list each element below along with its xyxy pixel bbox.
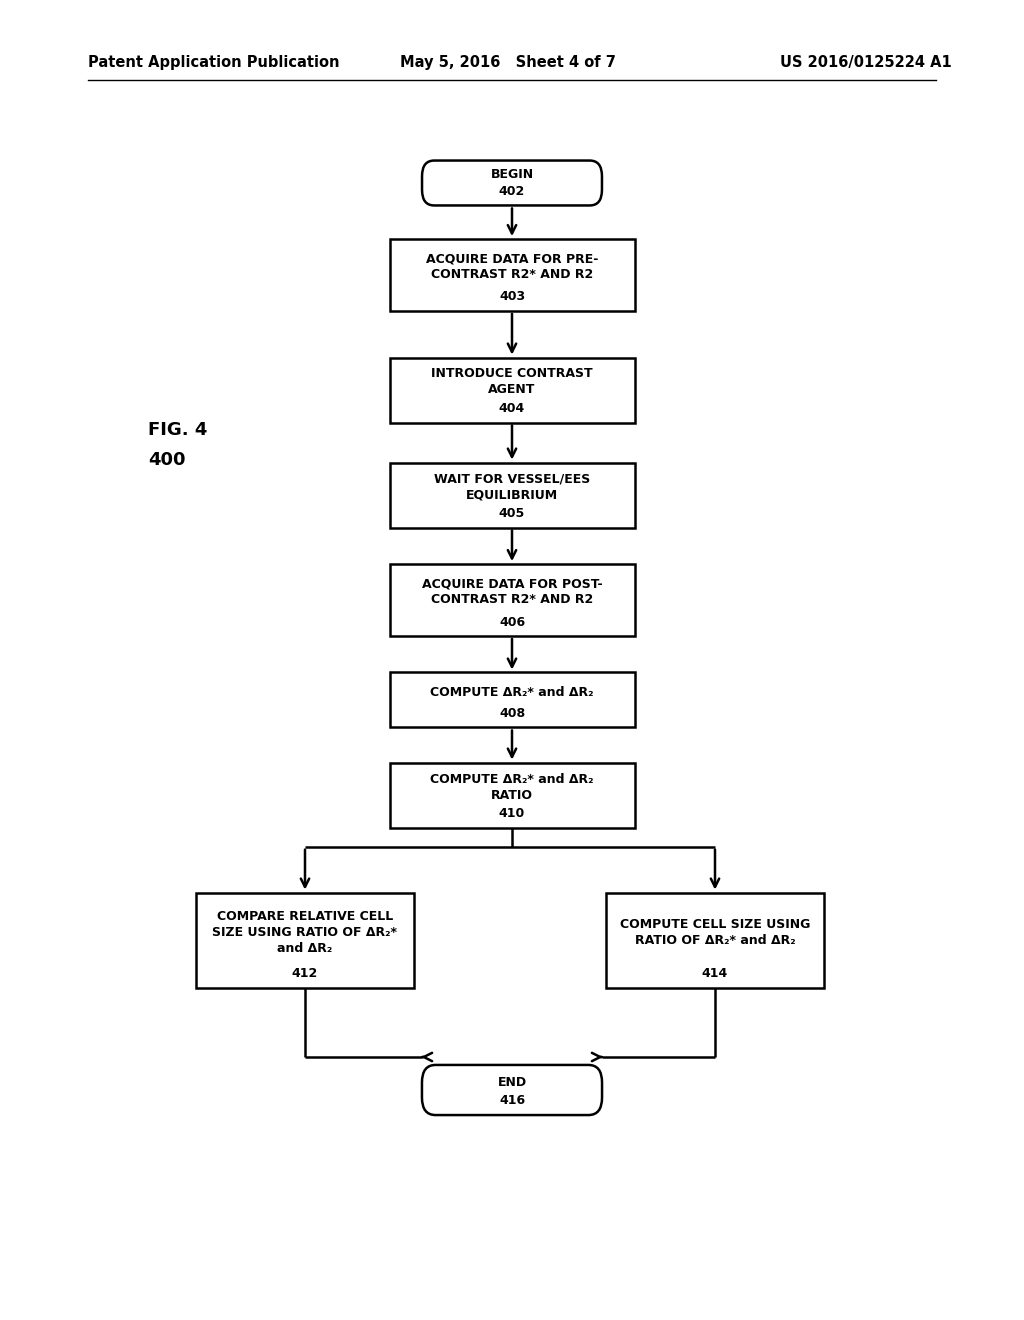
Bar [606, 892, 824, 987]
FancyBboxPatch shape [422, 1065, 602, 1115]
Text: END: END [498, 1076, 526, 1089]
Bar [389, 564, 635, 636]
Text: 408: 408 [499, 708, 525, 719]
Text: RATIO: RATIO [490, 788, 534, 801]
Text: BEGIN: BEGIN [490, 169, 534, 181]
FancyBboxPatch shape [422, 161, 602, 206]
Bar [196, 892, 414, 987]
Text: May 5, 2016   Sheet 4 of 7: May 5, 2016 Sheet 4 of 7 [400, 54, 615, 70]
Bar [389, 672, 635, 727]
Text: 410: 410 [499, 807, 525, 820]
Bar [389, 462, 635, 528]
Text: Patent Application Publication: Patent Application Publication [88, 54, 340, 70]
Text: RATIO OF ΔR₂* and ΔR₂: RATIO OF ΔR₂* and ΔR₂ [635, 933, 796, 946]
Text: ACQUIRE DATA FOR POST-: ACQUIRE DATA FOR POST- [422, 578, 602, 590]
Text: 406: 406 [499, 615, 525, 628]
Text: COMPUTE ΔR₂* and ΔR₂: COMPUTE ΔR₂* and ΔR₂ [430, 772, 594, 785]
Text: FIG. 4: FIG. 4 [148, 421, 208, 440]
Bar [389, 239, 635, 312]
Text: WAIT FOR VESSEL/EES: WAIT FOR VESSEL/EES [434, 473, 590, 486]
Text: INTRODUCE CONTRAST: INTRODUCE CONTRAST [431, 367, 593, 380]
Text: SIZE USING RATIO OF ΔR₂*: SIZE USING RATIO OF ΔR₂* [213, 925, 397, 939]
Text: COMPUTE CELL SIZE USING: COMPUTE CELL SIZE USING [620, 917, 810, 931]
Text: AGENT: AGENT [488, 384, 536, 396]
Text: COMPARE RELATIVE CELL: COMPARE RELATIVE CELL [217, 909, 393, 923]
Text: 412: 412 [292, 968, 318, 979]
Text: and ΔR₂: and ΔR₂ [278, 941, 333, 954]
Text: ACQUIRE DATA FOR PRE-: ACQUIRE DATA FOR PRE- [426, 252, 598, 265]
Text: 402: 402 [499, 185, 525, 198]
Text: 414: 414 [701, 968, 728, 979]
Text: 400: 400 [148, 451, 185, 469]
Text: 403: 403 [499, 290, 525, 304]
Text: EQUILIBRIUM: EQUILIBRIUM [466, 488, 558, 502]
Bar [389, 763, 635, 828]
Text: US 2016/0125224 A1: US 2016/0125224 A1 [780, 54, 951, 70]
Text: CONTRAST R2* AND R2: CONTRAST R2* AND R2 [431, 268, 593, 281]
Text: 405: 405 [499, 507, 525, 520]
Text: CONTRAST R2* AND R2: CONTRAST R2* AND R2 [431, 594, 593, 606]
Text: COMPUTE ΔR₂* and ΔR₂: COMPUTE ΔR₂* and ΔR₂ [430, 685, 594, 698]
Text: 416: 416 [499, 1094, 525, 1107]
Bar [389, 358, 635, 422]
Text: 404: 404 [499, 403, 525, 414]
